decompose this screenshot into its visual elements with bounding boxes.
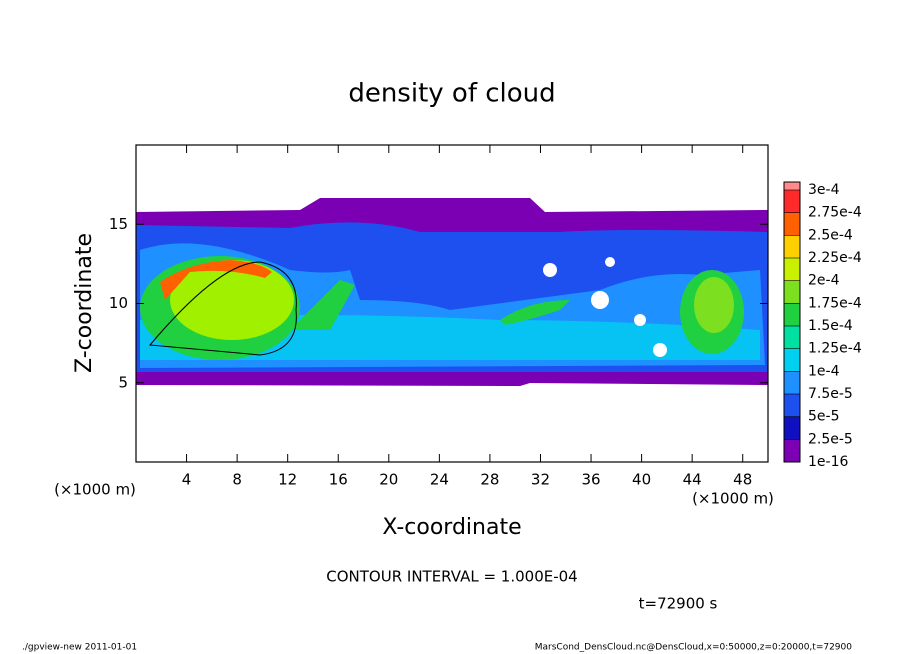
- x-tick-label: 20: [379, 471, 398, 489]
- colorbar-swatch: [784, 394, 800, 417]
- y-tick-label: 10: [109, 294, 128, 312]
- x-tick-label: 44: [683, 471, 702, 489]
- colorbar-swatch: [784, 212, 800, 236]
- colorbar-label: 2.25e-4: [808, 250, 862, 266]
- colorbar-label: 2.5e-5: [808, 431, 853, 447]
- y-axis-label: Z-coordinate: [72, 233, 97, 373]
- colorbar-swatch: [784, 416, 800, 440]
- x-axis-label: X-coordinate: [382, 515, 521, 540]
- x-tick-label: 4: [182, 471, 192, 489]
- x-tick-label: 12: [278, 471, 297, 489]
- colorbar-label: 5e-5: [808, 409, 839, 425]
- footer-left: ./gpview-new 2011-01-01: [22, 643, 137, 653]
- colorbar-label: 3e-4: [808, 182, 840, 198]
- time-label: t=72900 s: [639, 595, 718, 613]
- colorbar-swatch: [784, 182, 800, 190]
- field: [136, 198, 768, 386]
- colorbar-label: 1.25e-4: [808, 341, 862, 357]
- colorbar-swatch: [784, 190, 800, 213]
- y-unit: (×1000 m): [54, 481, 136, 499]
- colorbar-swatch: [784, 439, 800, 462]
- x-tick-label: 8: [232, 471, 242, 489]
- x-tick-label: 40: [632, 471, 651, 489]
- colorbar-swatch: [784, 348, 800, 372]
- x-tick-label: 24: [430, 471, 449, 489]
- colorbar-swatch: [784, 326, 800, 349]
- chart-title: density of cloud: [348, 79, 555, 109]
- colorbar-label: 1e-4: [808, 363, 840, 379]
- colorbar-label: 2.5e-4: [808, 227, 853, 243]
- colorbar-swatch: [784, 303, 800, 326]
- colorbar-label: 2e-4: [808, 273, 840, 289]
- y-tick-label: 5: [118, 373, 128, 391]
- colorbar-label: 1.5e-4: [808, 318, 853, 334]
- y-tick-label: 15: [109, 215, 128, 233]
- colorbar-label: 1e-16: [808, 454, 848, 470]
- x-tick-label: 16: [329, 471, 348, 489]
- x-tick-label: 36: [581, 471, 600, 489]
- x-tick-label: 48: [733, 471, 752, 489]
- colorbar-label: 2.75e-4: [808, 205, 862, 221]
- colorbar-label: 1.75e-4: [808, 295, 862, 311]
- x-tick-label: 32: [531, 471, 550, 489]
- x-tick-label: 28: [480, 471, 499, 489]
- colorbar-swatch: [784, 235, 800, 258]
- contour-interval: CONTOUR INTERVAL = 1.000E-04: [326, 568, 577, 586]
- colorbar-swatch: [784, 280, 800, 304]
- footer-right: MarsCond_DensCloud.nc@DensCloud,x=0:5000…: [535, 643, 852, 653]
- colorbar-label: 7.5e-5: [808, 386, 853, 402]
- colorbar: 1e-16 2.5e-5 5e-5 7.5e-5 1e-4 1.25e-4 1.5e-4 1.…: [783, 181, 862, 470]
- colorbar-swatch: [784, 258, 800, 281]
- x-unit: (×1000 m): [692, 490, 774, 508]
- colorbar-swatch: [784, 371, 800, 394]
